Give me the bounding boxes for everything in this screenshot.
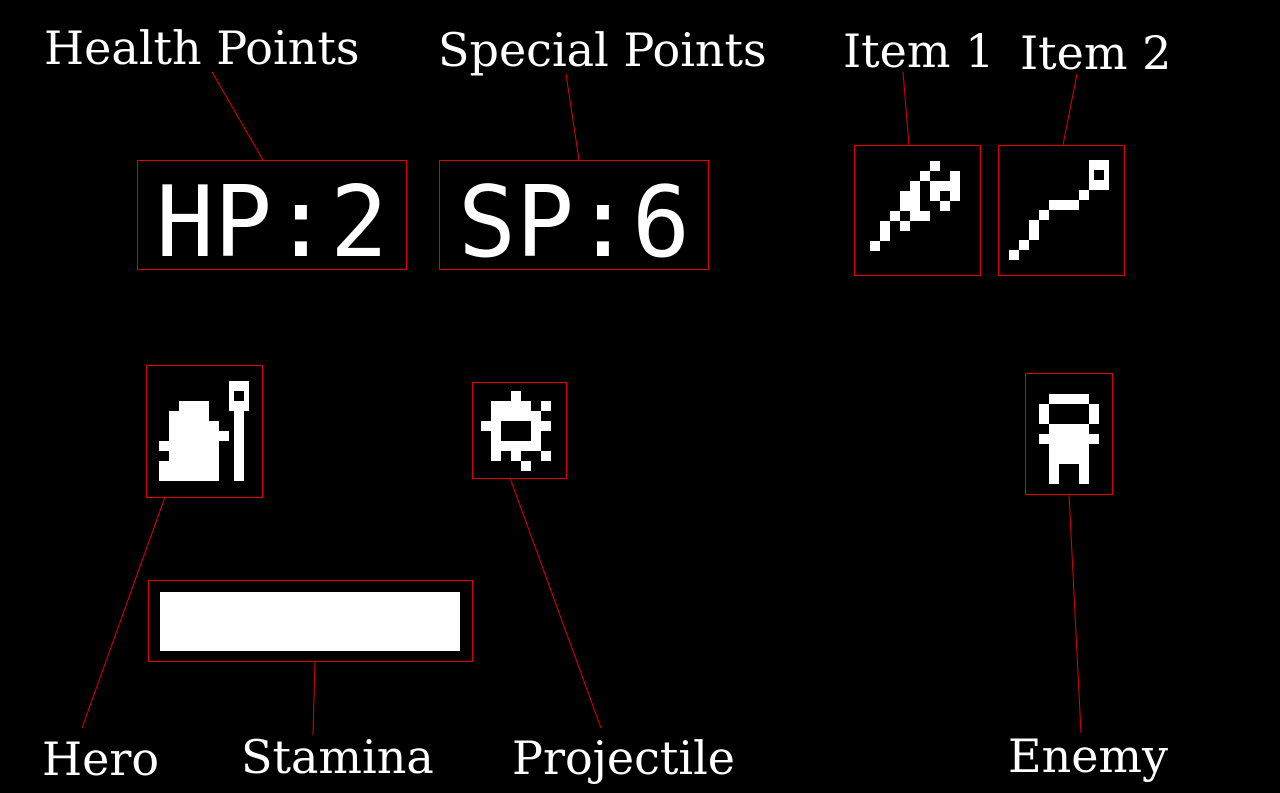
health-points-label: Health Points — [44, 21, 360, 75]
sp-display: SP:6 — [439, 160, 709, 270]
stamina-bar-fill — [160, 592, 460, 651]
stamina-label: Stamina — [241, 730, 434, 784]
hero-slot — [146, 365, 263, 498]
item1-label: Item 1 — [843, 24, 995, 78]
item2-label: Item 2 — [1020, 26, 1172, 80]
special-points-leader — [565, 73, 580, 161]
hp-value: HP:2 — [156, 170, 388, 260]
enemy-slot — [1025, 373, 1113, 495]
item1-slot[interactable] — [854, 145, 981, 276]
wand-icon — [1009, 160, 1109, 260]
projectile-sprite — [481, 391, 551, 471]
enemy-leader — [1068, 493, 1082, 734]
health-points-leader — [211, 71, 264, 161]
projectile-leader — [509, 477, 602, 729]
hp-value-glyphs: HP:2 — [156, 170, 388, 260]
projectile-label: Projectile — [512, 731, 736, 785]
sp-value: SP:6 — [458, 170, 690, 260]
item1-leader — [902, 71, 910, 146]
hero-sprite — [159, 381, 249, 481]
projectile-slot — [472, 382, 567, 479]
hero-leader — [81, 496, 166, 729]
sp-value-glyphs: SP:6 — [458, 170, 690, 260]
sword-icon — [870, 161, 960, 251]
stamina-leader — [312, 660, 316, 736]
hp-display: HP:2 — [137, 160, 407, 270]
stamina-bar — [148, 580, 473, 662]
hero-label: Hero — [42, 732, 160, 786]
enemy-label: Enemy — [1008, 729, 1169, 783]
enemy-sprite — [1039, 394, 1099, 484]
item2-slot[interactable] — [998, 145, 1125, 276]
item2-leader — [1062, 73, 1078, 146]
special-points-label: Special Points — [438, 23, 767, 77]
